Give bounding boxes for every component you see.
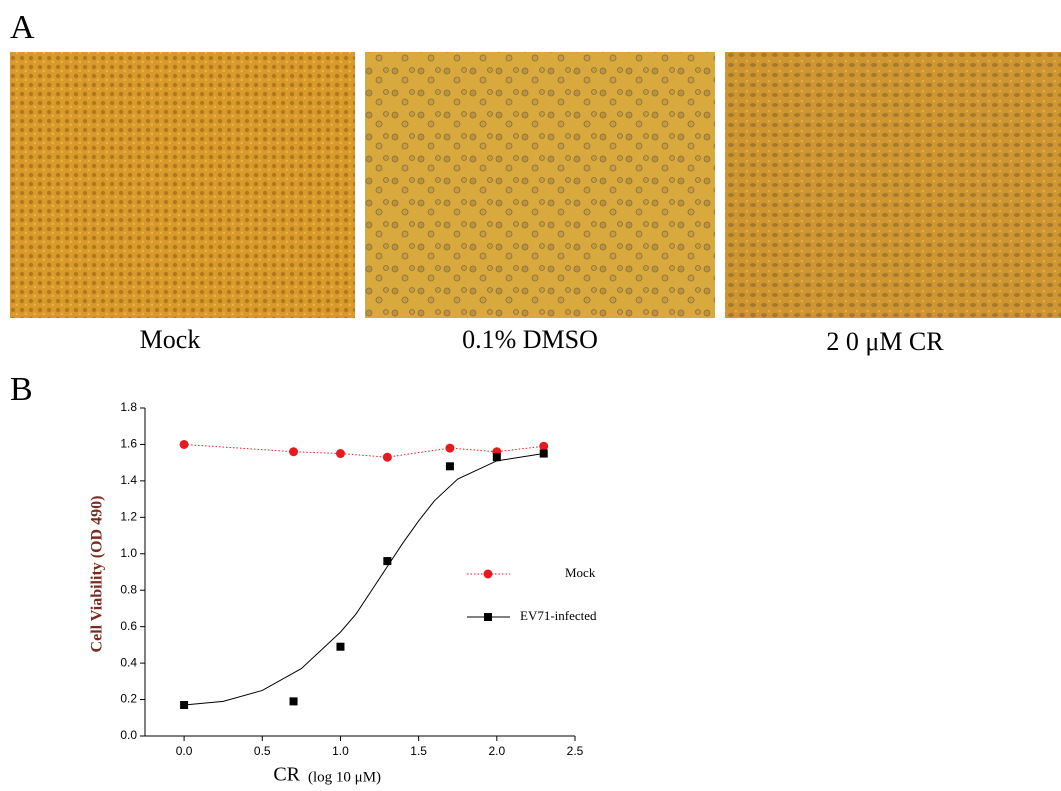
x-tick-label: 2.5 (567, 744, 584, 758)
micrograph (365, 52, 715, 318)
data-point (540, 450, 548, 458)
x-tick-label: 1.0 (332, 744, 349, 758)
y-tick-label: 1.8 (120, 400, 137, 414)
x-tick-label: 0.0 (176, 744, 193, 758)
data-point (446, 462, 454, 470)
series-line (184, 454, 544, 705)
series-line (184, 444, 544, 457)
legend-label: Mock (565, 565, 596, 580)
data-point (493, 453, 501, 461)
x-axis-unit: (log 10 μM) (308, 769, 381, 785)
data-point (445, 444, 454, 453)
y-tick-label: 1.4 (120, 473, 137, 487)
image-caption: 2 0 μM CR (826, 327, 944, 356)
data-point (336, 643, 344, 651)
figure: A Mock 0.1% DMSO 2 0 μM CR B Cell Viabil… (0, 0, 1061, 791)
image-caption: 0.1% DMSO (462, 325, 598, 354)
legend-marker (484, 570, 493, 579)
page: A Mock 0.1% DMSO 2 0 μM CR B Cell Viabil… (0, 0, 1061, 791)
data-point (180, 701, 188, 709)
data-point (290, 697, 298, 705)
legend-marker (484, 613, 492, 621)
y-tick-label: 0.8 (120, 582, 137, 596)
data-point (539, 442, 548, 451)
x-tick-label: 1.5 (410, 744, 427, 758)
y-tick-label: 0.2 (120, 692, 137, 706)
x-axis-label: CR (273, 764, 300, 786)
y-tick-label: 0.0 (120, 728, 137, 742)
data-point (336, 449, 345, 458)
y-tick-label: 1.0 (120, 546, 137, 560)
data-point (383, 453, 392, 462)
panel-label: A (10, 9, 35, 46)
y-tick-label: 1.2 (120, 510, 137, 524)
y-axis-label: Cell Viability (OD 490) (89, 496, 106, 653)
x-tick-label: 2.0 (488, 744, 505, 758)
micrograph (10, 52, 355, 318)
x-tick-label: 0.5 (254, 744, 271, 758)
data-point (383, 557, 391, 565)
y-tick-label: 0.4 (120, 655, 137, 669)
y-tick-label: 1.6 (120, 437, 137, 451)
data-point (180, 440, 189, 449)
image-caption: Mock (140, 325, 201, 354)
data-point (289, 447, 298, 456)
micrograph (725, 52, 1061, 318)
legend-label: EV71-infected (520, 608, 597, 623)
y-tick-label: 0.6 (120, 619, 137, 633)
panel-label: B (10, 371, 33, 408)
